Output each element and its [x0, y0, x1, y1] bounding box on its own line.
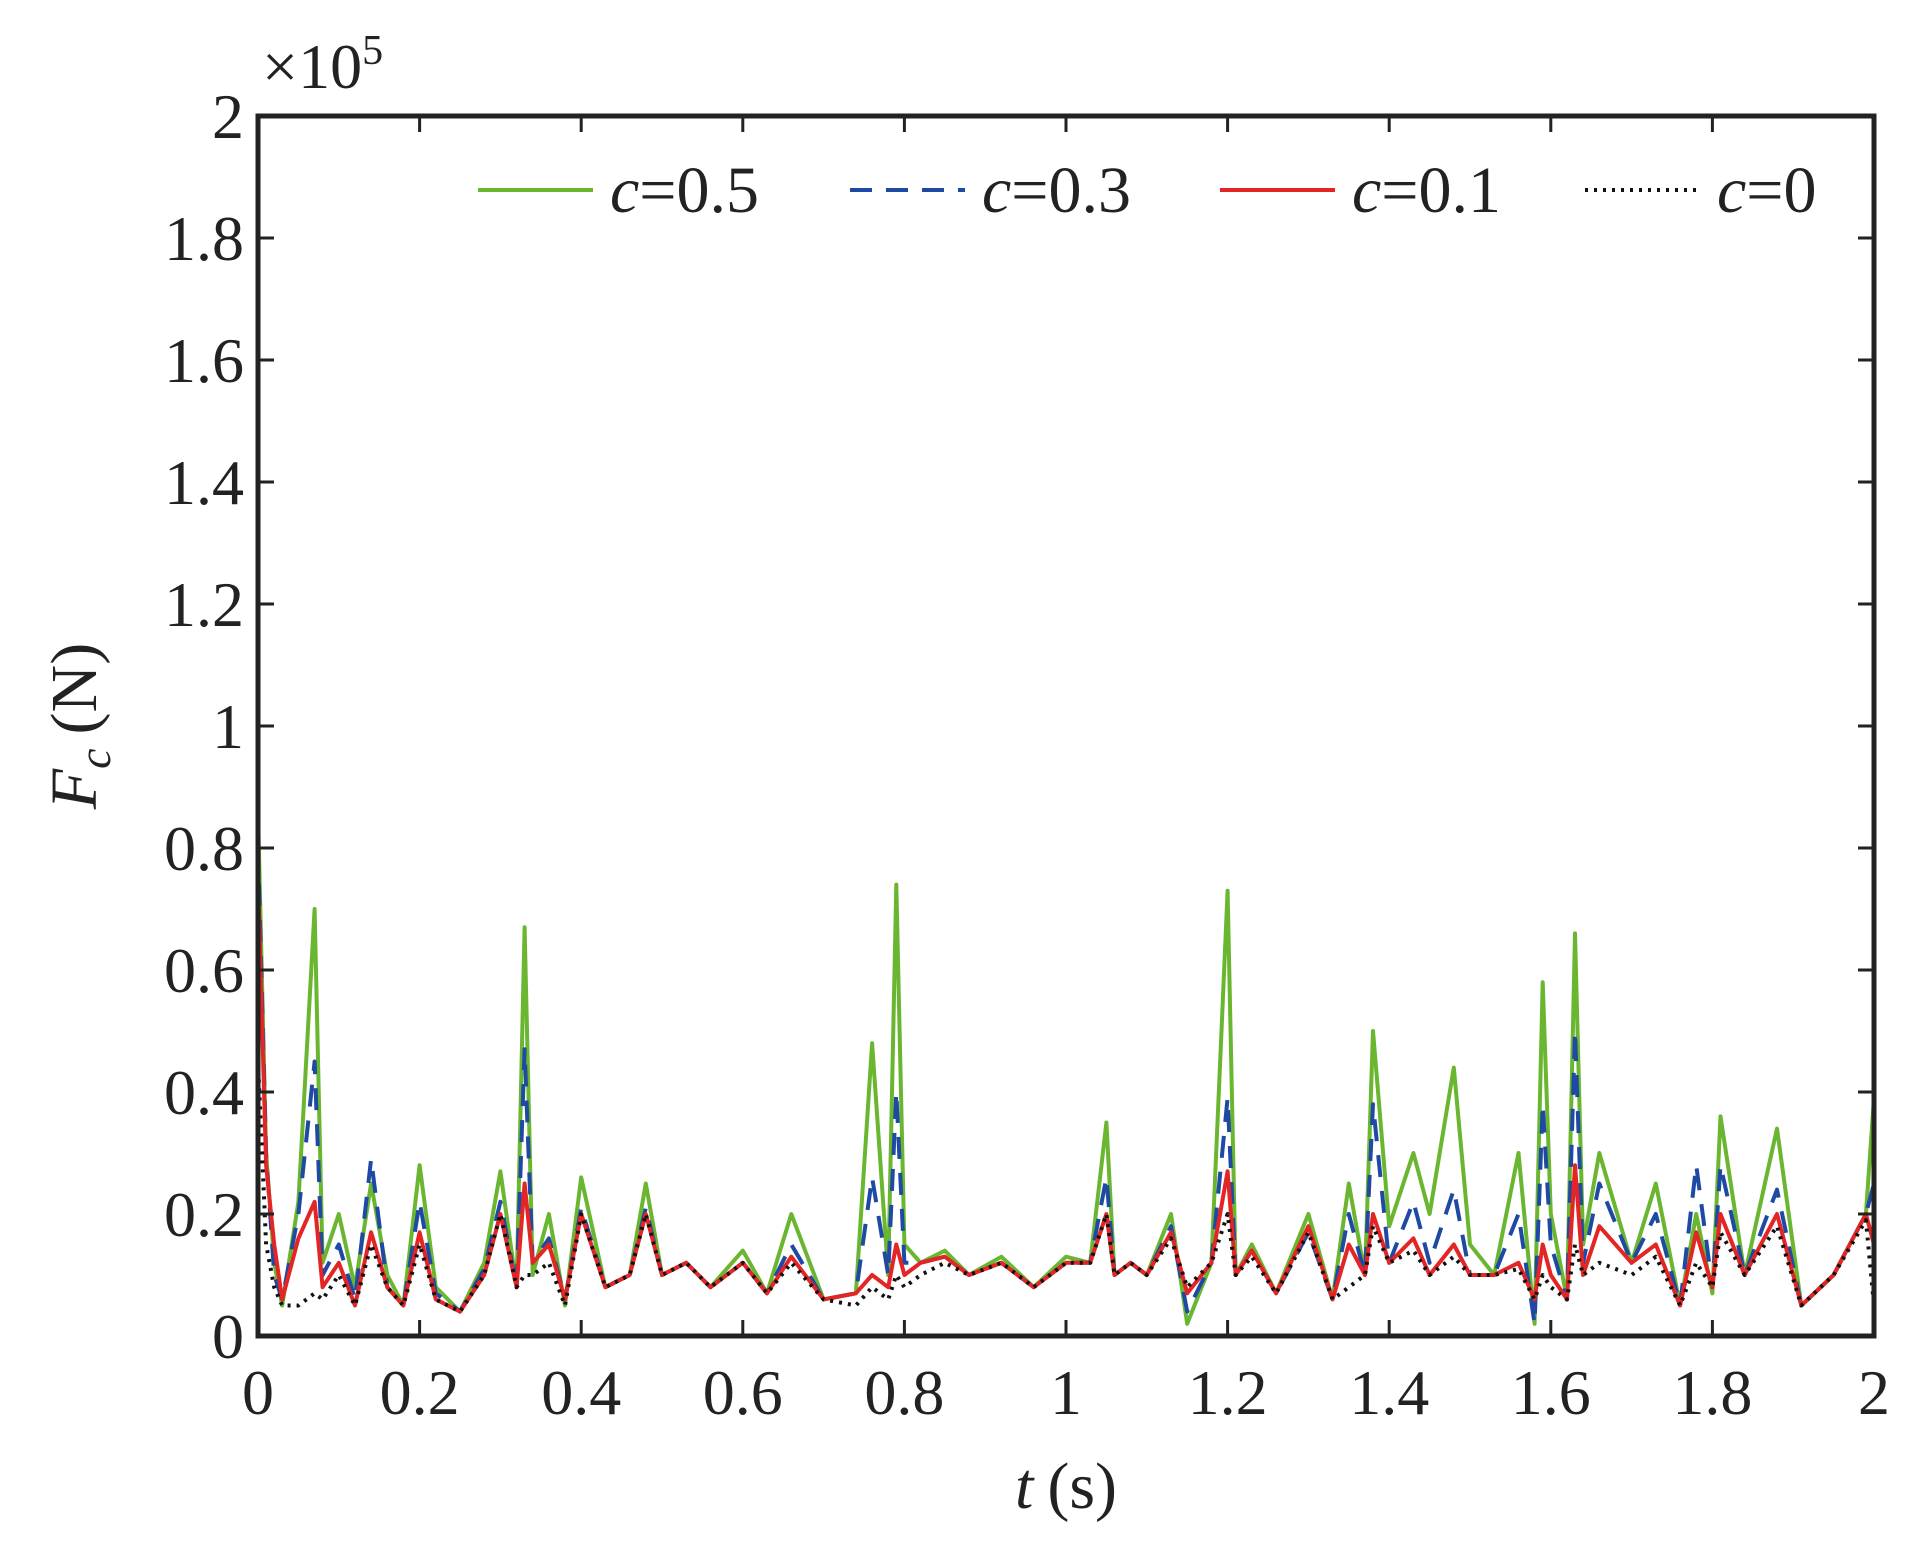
- legend-label-3: c=0: [1717, 154, 1817, 227]
- y-multiplier-exponent: 5: [362, 28, 383, 74]
- legend-label-value: =0.5: [639, 154, 759, 227]
- x-axis-title: t (s): [1015, 1450, 1117, 1523]
- legend-label-var: c: [1352, 154, 1381, 227]
- legend-label-var: c: [1717, 154, 1746, 227]
- legend-label-value: =0: [1746, 154, 1816, 227]
- x-tick-label: 1.2: [1188, 1357, 1268, 1428]
- series-line-1: [258, 847, 1874, 1326]
- legend-label-2: c=0.1: [1352, 154, 1501, 227]
- y-tick-label: 1.6: [164, 325, 244, 396]
- legend-label-0: c=0.5: [610, 154, 759, 227]
- y-axis-unit: (N): [38, 643, 111, 735]
- plot-frame: [255, 113, 1877, 1339]
- x-tick-label: 1.4: [1349, 1357, 1429, 1428]
- legend-label-value: =0.3: [1011, 154, 1131, 227]
- x-axis-variable: t: [1015, 1450, 1035, 1523]
- x-axis-unit: (s): [1047, 1450, 1117, 1523]
- series-line-0: [258, 811, 1874, 1326]
- y-tick-label: 2: [212, 81, 244, 152]
- y-ticks: 0 0.2 0.4 0.6 0.8 1 1.2 1.4 1.6 1.8 2: [164, 81, 1874, 1372]
- y-axis-subscript: c: [69, 748, 120, 768]
- x-tick-label: 1: [1050, 1357, 1082, 1428]
- y-tick-label: 1.4: [164, 447, 244, 518]
- y-tick-label: 0.8: [164, 813, 244, 884]
- x-tick-label: 1.6: [1511, 1357, 1591, 1428]
- legend-label-var: c: [610, 154, 639, 227]
- y-axis-variable: F: [38, 768, 111, 810]
- series-layer: [258, 811, 1874, 1326]
- y-tick-label: 1: [212, 691, 244, 762]
- legend: c=0.5 c=0.3 c=0.1 c=0: [478, 154, 1817, 227]
- legend-label-1: c=0.3: [982, 154, 1131, 227]
- series-line-3: [258, 1061, 1874, 1314]
- y-tick-label: 1.8: [164, 203, 244, 274]
- y-axis-title: Fc (N): [38, 643, 120, 810]
- y-tick-label: 0.4: [164, 1057, 244, 1128]
- y-tick-label: 0: [212, 1301, 244, 1372]
- x-tick-label: 1.8: [1672, 1357, 1752, 1428]
- x-tick-label: 0.8: [864, 1357, 944, 1428]
- legend-label-var: c: [982, 154, 1011, 227]
- y-multiplier: ×105: [262, 28, 383, 102]
- series-line-2: [258, 878, 1874, 1314]
- x-tick-label: 0.6: [703, 1357, 783, 1428]
- legend-label-value: =0.1: [1381, 154, 1501, 227]
- y-tick-label: 1.2: [164, 569, 244, 640]
- y-tick-label: 0.6: [164, 935, 244, 1006]
- x-tick-label: 0: [242, 1357, 274, 1428]
- x-tick-label: 0.2: [380, 1357, 460, 1428]
- x-tick-label: 0.4: [541, 1357, 621, 1428]
- y-multiplier-prefix: ×10: [262, 31, 362, 102]
- y-tick-label: 0.2: [164, 1179, 244, 1250]
- x-ticks: 0 0.2 0.4 0.6 0.8 1 1.2 1.4 1.6 1.8 2: [242, 116, 1890, 1428]
- x-tick-label: 2: [1858, 1357, 1890, 1428]
